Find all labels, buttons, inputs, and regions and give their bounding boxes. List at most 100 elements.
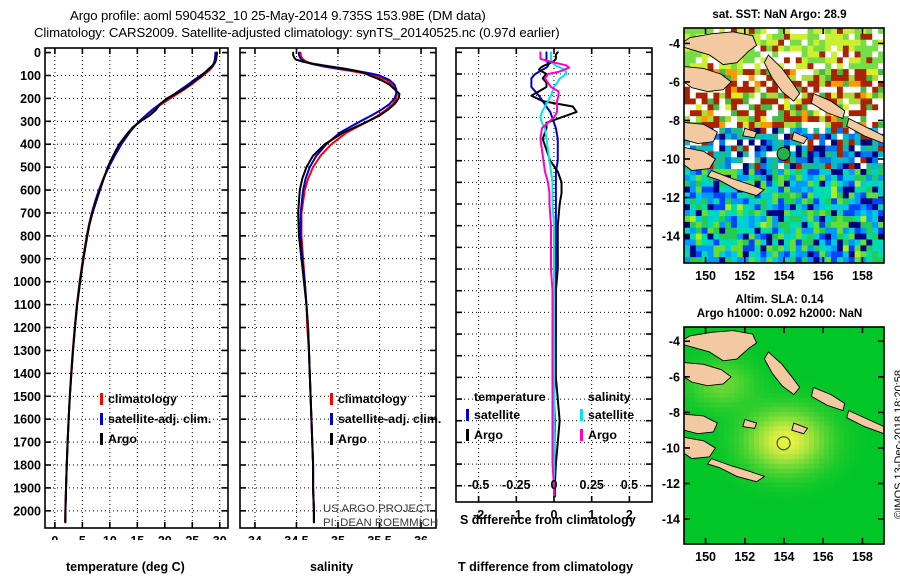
sst-cell [748,86,756,94]
sst-cell [836,174,844,182]
sst-cell [795,98,803,105]
sst-cell [695,110,703,117]
sst-cell [701,227,709,235]
sla-cell [779,515,785,522]
sst-cell [854,251,862,258]
sla-cell [789,501,795,507]
sla-cell [684,529,690,536]
sla-cell [834,529,840,536]
sst-cell [754,204,762,211]
sst-cell [807,139,815,147]
sst-cell [766,245,773,252]
sst-cell [801,110,809,117]
sst-cell [789,163,797,170]
sst-cell [695,92,703,100]
sla-cell [819,473,825,479]
sla-cell [774,515,780,522]
ytick-label: 700 [20,206,41,220]
sla-cell [789,364,795,371]
sst-cell [760,180,767,188]
sla-cell [714,487,720,493]
sla-cell [814,383,820,389]
sla-cell [689,350,695,356]
sst-cell [707,92,715,100]
map-ytick-label: -4 [669,335,680,349]
sst-cell [825,198,832,205]
sla-cell [694,534,700,540]
sla-cell [869,449,875,455]
sst-cell [784,169,791,176]
sst-cell [731,245,738,252]
sst-cell [819,133,826,141]
sla-cell [844,364,850,371]
sla-cell [834,411,840,418]
sst-cell [689,169,697,176]
sla-cell [709,506,715,512]
sst-cell [784,157,791,164]
sla-cell [719,468,725,474]
sla-cell [784,444,790,451]
sst-cell [789,180,797,188]
sst-cell [789,257,797,263]
sla-cell [794,496,800,503]
sla-cell [849,506,855,512]
sla-cell [824,496,830,503]
sst-cell [742,192,750,199]
sst-cell [684,192,691,199]
legend-label-temperature-argo: Argo [474,428,503,442]
sla-cell [744,510,750,517]
sst-cell [848,186,856,194]
sla-cell [834,454,840,460]
sla-cell [799,506,805,512]
sst-cell [719,63,726,70]
sst-cell [736,198,744,205]
sst-cell [848,39,856,47]
coastline-landmass [846,409,884,435]
sla-cell [849,426,855,432]
sst-cell [807,174,815,182]
sla-cell [764,430,770,437]
sla-cell [809,539,815,544]
sst-cell [878,45,884,53]
sla-cell [734,374,740,380]
sst-cell [854,257,862,263]
sla-cell [809,454,815,460]
sla-cell [729,397,735,404]
sst-cell [872,57,879,64]
sla-cell [779,388,785,394]
sst-cell [836,239,844,246]
sla-cell [869,525,875,531]
sla-cell [834,444,840,451]
sla-cell [859,468,865,474]
sla-cell [769,482,775,488]
sla-cell [849,360,855,366]
sla-cell [744,525,750,531]
sla-cell [694,492,700,498]
sla-cell [724,378,730,385]
sst-cell [831,145,838,152]
sla-cell [819,364,825,371]
sst-cell [772,51,779,58]
sla-cell [854,539,860,544]
sst-cell [801,186,809,194]
sst-cell [784,69,791,76]
sla-cell [749,426,755,432]
sla-cell [759,496,765,503]
sla-cell [739,515,745,522]
sst-cell [778,57,785,64]
sst-cell [772,151,779,158]
coastline-landmass [810,386,846,412]
sla-cell [849,454,855,460]
sla-cell [704,496,710,503]
sla-cell [764,407,770,413]
sst-cell [748,251,756,258]
sla-cell [839,534,845,540]
sla-cell [854,421,860,427]
sla-cell [749,430,755,437]
sst-cell [872,239,879,246]
sla-cell [799,369,805,375]
sst-cell [795,28,803,35]
sla-cell [794,397,800,404]
sst-cell [801,227,809,235]
sla-cell [864,444,870,451]
